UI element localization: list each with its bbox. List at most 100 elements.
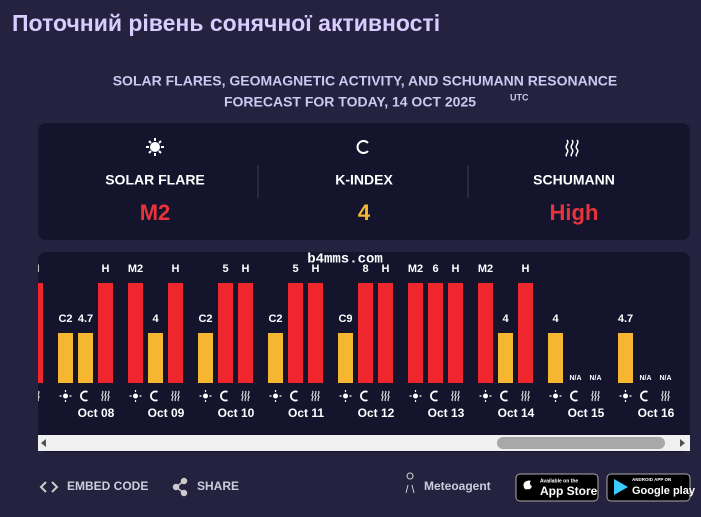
sun-rays	[269, 390, 282, 402]
bar-label: 5	[222, 263, 228, 275]
google-play-badge[interactable]	[606, 473, 691, 502]
embed-icon[interactable]	[39, 481, 59, 493]
sun-rays	[59, 390, 72, 402]
bar-label: 4	[552, 313, 559, 325]
bar	[448, 283, 463, 383]
k-icon	[150, 390, 158, 402]
bar-label: 6	[432, 263, 438, 275]
sun-icon	[413, 393, 418, 399]
bar-label: 4	[152, 313, 159, 325]
date-label: Oct 08	[78, 406, 115, 420]
brand-link[interactable]: Meteoagent	[424, 479, 491, 493]
summary-icons	[146, 138, 579, 157]
bar	[548, 333, 563, 383]
bar-label: 5	[292, 263, 298, 275]
share-icon[interactable]	[172, 477, 188, 497]
schumann-icon	[38, 390, 40, 402]
embed-button[interactable]: EMBED CODE	[67, 479, 148, 493]
scroll-thumb[interactable]	[497, 437, 665, 449]
schumann-icon	[661, 390, 670, 402]
bar	[98, 283, 113, 383]
bar	[618, 333, 633, 383]
sun-rays	[619, 390, 632, 402]
bar	[358, 283, 373, 383]
bar-label: H	[242, 263, 250, 275]
bar	[128, 283, 143, 383]
schumann-icon	[451, 390, 460, 402]
date-label: Oct 15	[568, 406, 605, 420]
apple-icon	[523, 480, 532, 490]
sun-rays	[409, 390, 422, 402]
bar-label: H	[312, 263, 320, 275]
k-icon	[360, 390, 368, 402]
k-icon	[220, 390, 228, 402]
badge-small: ANDROID APP ON	[632, 477, 671, 482]
bar	[238, 283, 253, 383]
sun-icon	[63, 393, 68, 399]
bar	[308, 283, 323, 383]
bar-area: H C2 4.7 H Oct 08 M2 4 H Oct 09 C2 5 H Oct 10 C2 5 H Oct…	[32, 263, 675, 420]
bar	[218, 283, 233, 383]
summary-value: 4	[358, 200, 371, 225]
bar	[78, 333, 93, 383]
bar-label: 4	[502, 313, 509, 325]
bar	[168, 283, 183, 383]
summary-value: M2	[140, 200, 171, 225]
bar-label: 4.7	[618, 313, 633, 325]
schumann-icon	[241, 390, 250, 402]
k-icon	[640, 390, 648, 402]
bar-label: 4.7	[78, 313, 93, 325]
summary-value: High	[550, 200, 599, 225]
bar-label: N/A	[589, 375, 601, 382]
bar-label: N/A	[659, 375, 671, 382]
bar	[498, 333, 513, 383]
summary-panel	[38, 123, 690, 240]
bar	[478, 283, 493, 383]
sun-icon	[553, 393, 558, 399]
share-button[interactable]: SHARE	[197, 479, 239, 493]
date-label: Oct 09	[148, 406, 185, 420]
schumann-icon	[521, 390, 530, 402]
bar-label: M2	[408, 263, 423, 275]
bar	[288, 283, 303, 383]
badge-small: Available on the	[540, 478, 578, 484]
app-store-badge[interactable]	[515, 473, 599, 502]
bar-label: C2	[58, 313, 72, 325]
schumann-icon	[101, 390, 110, 402]
bar-label: M2	[478, 263, 493, 275]
bar	[518, 283, 533, 383]
bar-label: C2	[198, 313, 212, 325]
watermark: b4mms.com	[307, 252, 383, 268]
k-icon	[500, 390, 508, 402]
k-icon	[570, 390, 578, 402]
badge-label: App Store	[540, 484, 598, 498]
sun-icon	[343, 393, 348, 399]
sun-rays	[339, 390, 352, 402]
summary-label: SOLAR FLARE	[105, 172, 205, 188]
bar-label: N/A	[639, 375, 651, 382]
bar-label: H	[452, 263, 460, 275]
sun-icon	[133, 393, 138, 399]
sun-icon	[483, 393, 488, 399]
schumann-icon	[591, 390, 600, 402]
date-label: Oct 16	[638, 406, 675, 420]
bar-label: 8	[362, 263, 368, 275]
bar	[408, 283, 423, 383]
page-title: Поточний рівень сонячної активності	[12, 10, 440, 36]
scroll-right[interactable]	[680, 439, 685, 447]
bar-label: C9	[338, 313, 352, 325]
bar	[148, 333, 163, 383]
sun-icon	[203, 393, 208, 399]
bar-label: H	[522, 263, 530, 275]
sun-icon	[623, 393, 628, 399]
sun-rays	[199, 390, 212, 402]
date-label: Oct 14	[498, 406, 535, 420]
scroll-left[interactable]	[41, 439, 46, 447]
sun-rays	[479, 390, 492, 402]
bar	[58, 333, 73, 383]
bar	[268, 333, 283, 383]
date-label: Oct 11	[288, 406, 324, 420]
bar-label: N/A	[569, 375, 581, 382]
bar-label: H	[32, 263, 40, 275]
schumann-icon	[171, 390, 180, 402]
